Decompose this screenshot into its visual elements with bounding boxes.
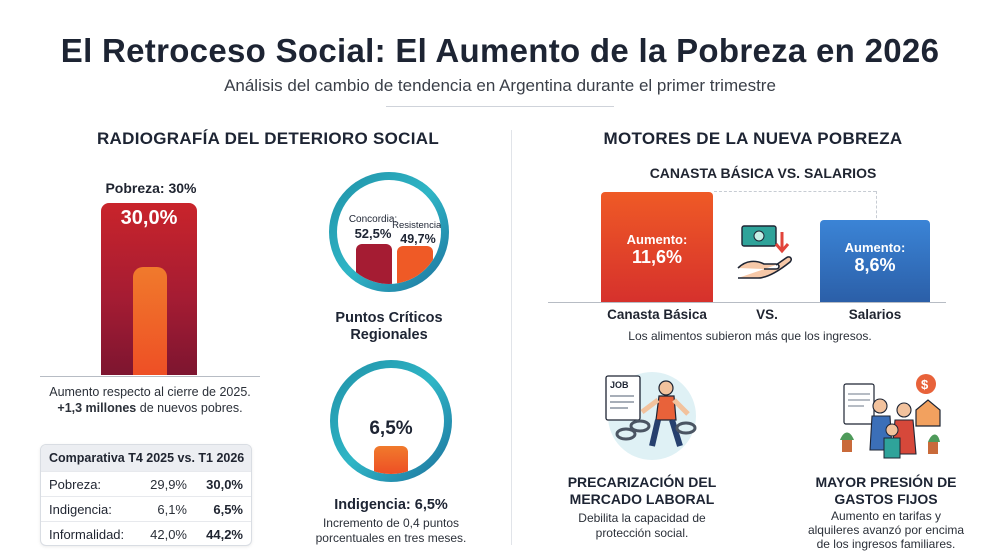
row-label: Pobreza:: [49, 476, 102, 492]
row-label: Informalidad:: [49, 526, 125, 542]
card-expenses-title-line1: MAYOR PRESIÓN DE: [815, 474, 957, 490]
card-labor-title: PRECARIZACIÓN DEL MERCADO LABORAL: [560, 474, 724, 508]
title-divider: [386, 106, 614, 107]
salarios-bar: Aumento: 8,6%: [820, 220, 930, 302]
indigence-value: 6,5%: [369, 418, 413, 439]
poverty-baseline: [40, 376, 260, 377]
indigence-caption: Indigencia: 6,5%: [334, 497, 448, 513]
poverty-note-line1: Aumento respecto al cierre de 2025.: [49, 385, 251, 399]
bars-note: Los alimentos subieron más que los ingre…: [628, 329, 872, 343]
row-prev-value: 6,1%: [157, 501, 187, 517]
row-curr-value: 6,5%: [213, 501, 243, 517]
right-section-heading: MOTORES DE LA NUEVA POBREZA: [603, 129, 903, 148]
page-subtitle: Análisis del cambio de tendencia en Arge…: [224, 76, 776, 95]
salarios-label: Salarios: [848, 307, 902, 322]
salarios-bar-value: 8,6%: [854, 255, 896, 275]
indigence-note: Incremento de 0,4 puntos porcentuales en…: [315, 516, 467, 545]
canasta-bar: Aumento: 11,6%: [601, 192, 713, 302]
poverty-label: Pobreza: 30%: [105, 180, 197, 196]
card-expenses-title: MAYOR PRESIÓN DE GASTOS FIJOS: [802, 474, 970, 508]
salarios-bar-tag: Aumento:: [844, 240, 906, 255]
canasta-bar-value: 11,6%: [631, 247, 683, 267]
poverty-note-bold: +1,3 millones: [57, 401, 137, 415]
poverty-bar-value: 30,0%: [120, 207, 178, 229]
connector-line: [876, 191, 877, 223]
card-labor-text: Debilita la capacidad de protección soci…: [578, 511, 706, 540]
right-subheading: CANASTA BÁSICA VS. SALARIOS: [649, 165, 877, 181]
resistencia-bar: [397, 246, 433, 284]
poverty-note-rest: de nuevos pobres.: [136, 401, 243, 415]
resistencia-label: Resistencia:: [392, 220, 444, 231]
row-prev-value: 29,9%: [150, 476, 187, 492]
regional-ring-gauge: Concordia: 52,5% Resistencia: 49,7%: [329, 172, 449, 292]
job-tag: JOB: [610, 380, 629, 390]
page-title: El Retroceso Social: El Aumento de la Po…: [60, 32, 940, 69]
concordia-label: Concordia:: [348, 214, 398, 225]
left-section-heading: RADIOGRAFÍA DEL DETERIORO SOCIAL: [96, 129, 440, 148]
row-label: Indigencia:: [49, 501, 112, 517]
resistencia-value: 49,7%: [400, 232, 436, 246]
concordia-bar: [356, 244, 392, 284]
card-labor-title-line2: MERCADO LABORAL: [569, 491, 715, 507]
table-row: Informalidad: 42,0% 44,2%: [41, 521, 251, 545]
canasta-bar-tag: Aumento:: [626, 232, 688, 247]
card-expenses-title-line2: GASTOS FIJOS: [834, 491, 938, 507]
card-expenses-text: Aumento en tarifas y alquileres avanzó p…: [807, 509, 965, 551]
table-row: Pobreza: 29,9% 30,0%: [41, 471, 251, 496]
comparison-table: Comparativa T4 2025 vs. T1 2026 Pobreza:…: [40, 444, 252, 546]
poverty-inner-bar: [133, 267, 167, 375]
connector-line: [714, 191, 876, 192]
regional-caption: Puntos Críticos Regionales: [335, 310, 443, 343]
row-prev-value: 42,0%: [150, 526, 187, 542]
family-house-expenses-icon: $: [840, 374, 941, 459]
comparison-table-header: Comparativa T4 2025 vs. T1 2026: [41, 445, 251, 471]
row-curr-value: 30,0%: [206, 476, 243, 492]
poverty-note: Aumento respecto al cierre de 2025. +1,3…: [30, 384, 270, 416]
concordia-value: 52,5%: [354, 226, 392, 241]
broken-chain-worker-icon: JOB: [605, 372, 697, 460]
table-row: Indigencia: 6,1% 6,5%: [41, 496, 251, 521]
column-divider: [511, 130, 512, 545]
row-curr-value: 44,2%: [206, 526, 243, 542]
bars-baseline: [548, 302, 946, 303]
vs-label: VS.: [756, 307, 778, 322]
card-labor-title-line1: PRECARIZACIÓN DEL: [567, 474, 717, 490]
svg-text:$: $: [921, 377, 929, 392]
indigence-bar: [374, 446, 408, 474]
money-hand-icon: [737, 225, 792, 279]
indigence-ring-gauge: 6,5%: [330, 360, 452, 482]
canasta-label: Canasta Básica: [607, 307, 707, 322]
